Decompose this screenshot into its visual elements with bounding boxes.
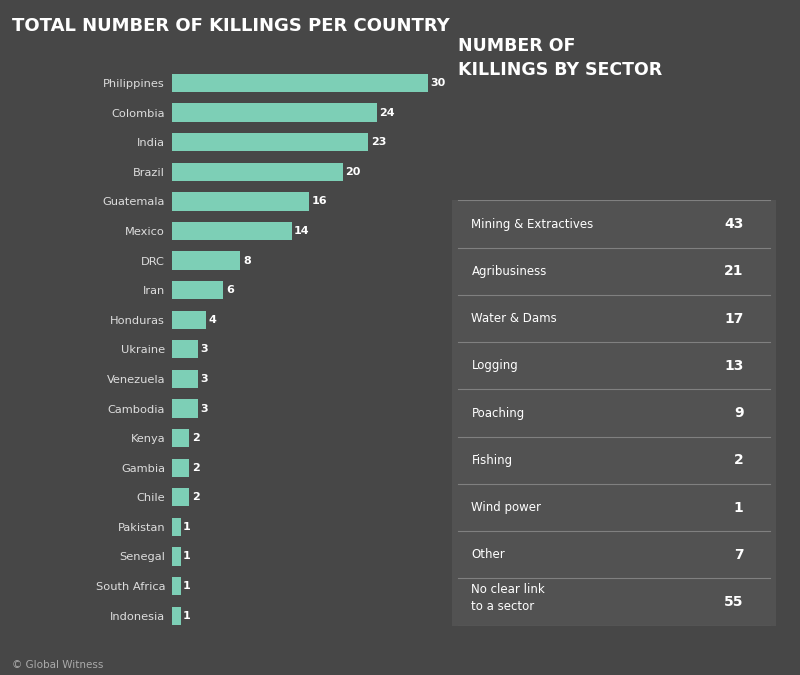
Text: 13: 13 [724, 359, 744, 373]
Text: 17: 17 [724, 312, 744, 325]
Text: Water & Dams: Water & Dams [471, 312, 557, 325]
Bar [172, 103, 377, 121]
Bar [172, 400, 198, 418]
Text: 3: 3 [200, 374, 208, 384]
Text: 2: 2 [192, 462, 199, 472]
Text: 9: 9 [734, 406, 744, 420]
Text: No clear link
to a sector: No clear link to a sector [471, 583, 545, 613]
Text: Poaching: Poaching [471, 406, 525, 420]
Bar [172, 133, 369, 151]
Text: 1: 1 [183, 551, 191, 562]
Text: 8: 8 [243, 256, 250, 265]
Text: © Global Witness: © Global Witness [12, 659, 103, 670]
Text: 14: 14 [294, 226, 310, 236]
Text: 2: 2 [734, 454, 744, 467]
Text: Logging: Logging [471, 359, 518, 373]
Text: 30: 30 [430, 78, 446, 88]
Bar [172, 251, 240, 270]
Bar [172, 607, 181, 625]
Text: 23: 23 [371, 137, 386, 147]
Bar [172, 74, 428, 92]
Text: 4: 4 [209, 315, 217, 325]
Text: Fishing: Fishing [471, 454, 513, 467]
Text: 6: 6 [226, 285, 234, 295]
Bar [172, 518, 181, 536]
Text: 21: 21 [724, 265, 744, 278]
Bar [172, 577, 181, 595]
Text: 2: 2 [192, 433, 199, 443]
Text: 1: 1 [183, 581, 191, 591]
Text: 2: 2 [192, 492, 199, 502]
Text: Agribusiness: Agribusiness [471, 265, 547, 278]
Bar [172, 488, 189, 506]
Bar [172, 340, 198, 358]
Text: 1: 1 [734, 501, 744, 514]
Text: TOTAL NUMBER OF KILLINGS PER COUNTRY: TOTAL NUMBER OF KILLINGS PER COUNTRY [12, 17, 450, 35]
Bar [172, 222, 291, 240]
Bar [172, 163, 343, 181]
Text: 3: 3 [200, 404, 208, 414]
Text: KILLINGS BY SECTOR: KILLINGS BY SECTOR [458, 61, 662, 79]
Text: 3: 3 [200, 344, 208, 354]
Bar [172, 370, 198, 388]
Bar [172, 458, 189, 477]
Text: 55: 55 [724, 595, 744, 609]
Text: Wind power: Wind power [471, 501, 542, 514]
Bar [172, 429, 189, 448]
Text: 1: 1 [183, 611, 191, 621]
Bar [172, 192, 309, 211]
Text: Mining & Extractives: Mining & Extractives [471, 217, 594, 231]
Text: 16: 16 [311, 196, 327, 207]
Text: Other: Other [471, 548, 505, 562]
Text: 43: 43 [724, 217, 744, 231]
Text: 24: 24 [379, 107, 395, 117]
Bar [172, 281, 223, 299]
Bar [172, 310, 206, 329]
Text: 20: 20 [346, 167, 361, 177]
Text: 1: 1 [183, 522, 191, 532]
Bar [172, 547, 181, 566]
Text: NUMBER OF: NUMBER OF [458, 37, 575, 55]
Text: 7: 7 [734, 548, 744, 562]
